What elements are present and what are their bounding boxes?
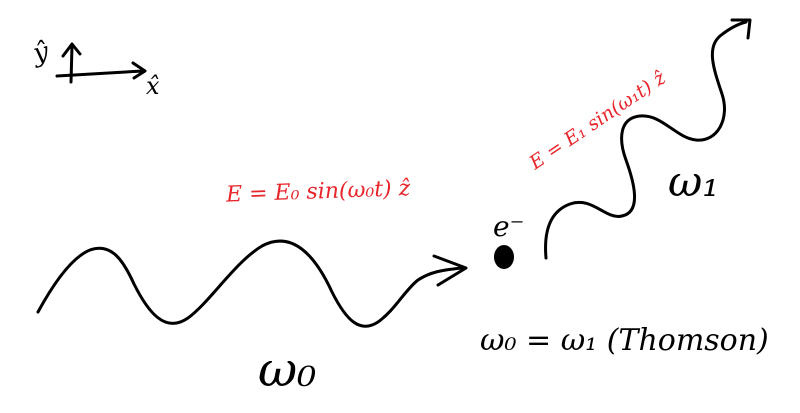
incident-field-equation: E = E₀ sin(ω₀t) ẑ [225, 176, 411, 207]
electron-dot [494, 245, 514, 269]
electron: e⁻ [493, 210, 524, 269]
thomson-relation: ω₀ = ω₁ (Thomson) [480, 323, 769, 358]
incident-wave-line [36, 239, 464, 328]
y-axis-label: ŷ [30, 37, 52, 70]
electron-label: e⁻ [493, 210, 524, 243]
x-axis-label: x̂ [146, 72, 160, 100]
scattered-wave-arrowhead [730, 18, 752, 40]
scattered-wave: E = E₁ sin(ω₁t) ẑ ω₁ [525, 18, 752, 260]
coordinate-axes: ŷ x̂ [30, 37, 160, 100]
x-axis-arrow [55, 61, 147, 80]
scattered-field-equation: E = E₁ sin(ω₁t) ẑ [525, 66, 671, 174]
scattered-wave-line [544, 20, 748, 260]
incident-frequency-label: ω₀ [258, 342, 316, 398]
incident-wave: E = E₀ sin(ω₀t) ẑ ω₀ [36, 176, 468, 398]
scattered-frequency-label: ω₁ [668, 157, 719, 206]
incident-wave-arrowhead [432, 254, 468, 287]
